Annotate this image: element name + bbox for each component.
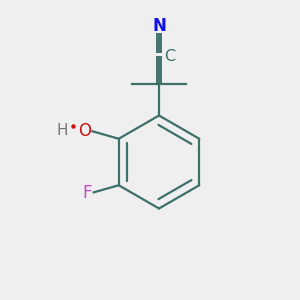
Text: N: N [152, 17, 166, 35]
Text: H: H [56, 123, 68, 138]
Text: F: F [82, 184, 92, 202]
Text: O: O [78, 122, 91, 140]
Text: C: C [164, 49, 175, 64]
